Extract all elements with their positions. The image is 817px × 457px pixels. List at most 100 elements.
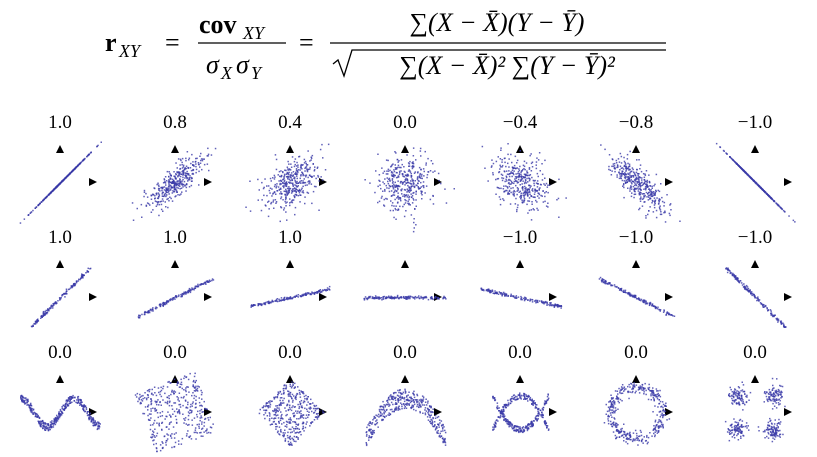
point: [621, 172, 624, 174]
point: [312, 402, 314, 404]
point: [288, 444, 291, 446]
point: [289, 296, 291, 299]
point: [151, 388, 153, 391]
point: [196, 389, 198, 391]
point: [188, 289, 190, 292]
point: [178, 411, 181, 413]
point: [391, 178, 394, 180]
point: [615, 159, 618, 162]
point: [508, 193, 510, 195]
point: [178, 386, 181, 388]
point: [400, 159, 403, 161]
point: [287, 298, 290, 300]
point: [405, 296, 407, 299]
point: [406, 296, 408, 299]
point: [283, 387, 285, 390]
point: [554, 303, 557, 305]
point: [776, 317, 778, 320]
point: [152, 307, 154, 309]
point: [44, 425, 46, 428]
point: [172, 391, 175, 393]
point: [298, 182, 301, 184]
point: [378, 200, 381, 203]
point: [415, 159, 417, 161]
point: [160, 208, 163, 211]
point: [177, 440, 180, 442]
axis-arrow-up: [751, 260, 759, 268]
point: [660, 213, 663, 216]
point: [296, 173, 299, 175]
point: [432, 298, 434, 301]
point: [529, 193, 531, 195]
point: [166, 194, 168, 196]
point: [528, 179, 531, 182]
point: [383, 205, 386, 207]
point: [399, 197, 402, 199]
scatter-points: [725, 267, 787, 328]
point: [409, 182, 411, 184]
point: [627, 180, 629, 182]
point: [391, 179, 394, 181]
point: [185, 157, 187, 160]
point: [628, 165, 631, 168]
point: [399, 172, 401, 174]
point: [495, 292, 497, 294]
point: [180, 443, 183, 445]
point: [56, 185, 58, 188]
point: [435, 296, 437, 298]
point: [198, 184, 200, 186]
point: [73, 284, 75, 286]
point: [203, 163, 206, 166]
point: [670, 314, 672, 316]
point: [509, 183, 511, 185]
point: [388, 177, 391, 180]
point: [743, 283, 745, 285]
point: [516, 167, 518, 169]
point: [625, 169, 628, 171]
point: [747, 290, 750, 292]
correlation-label: −0.8: [619, 112, 653, 133]
point: [149, 309, 152, 311]
point: [146, 311, 149, 313]
point: [501, 292, 503, 295]
point: [643, 182, 646, 185]
point: [139, 315, 141, 317]
point: [304, 196, 306, 198]
point: [484, 167, 486, 169]
point: [180, 187, 183, 189]
point: [520, 298, 522, 301]
point: [303, 158, 306, 161]
point: [143, 313, 146, 316]
point: [620, 289, 623, 292]
point: [299, 416, 302, 418]
point: [522, 201, 524, 203]
point: [288, 186, 290, 188]
point: [392, 209, 394, 212]
point: [409, 296, 411, 299]
point: [423, 170, 425, 173]
point: [140, 395, 143, 397]
point: [508, 166, 510, 168]
point: [649, 206, 651, 208]
point: [272, 177, 274, 179]
correlation-label: −1.0: [619, 227, 653, 248]
point: [406, 178, 408, 180]
point: [198, 397, 200, 399]
point: [182, 164, 185, 167]
point: [300, 406, 303, 408]
point: [770, 197, 772, 199]
point: [511, 295, 513, 297]
point: [671, 314, 673, 316]
point: [558, 305, 560, 308]
point: [315, 416, 317, 418]
point: [523, 196, 525, 198]
point: [48, 307, 51, 309]
point: [291, 393, 294, 396]
point: [176, 184, 178, 186]
point: [626, 153, 629, 156]
point: [280, 176, 282, 178]
point: [652, 200, 654, 202]
point: [297, 169, 300, 171]
point: [505, 180, 508, 182]
point: [42, 314, 45, 317]
